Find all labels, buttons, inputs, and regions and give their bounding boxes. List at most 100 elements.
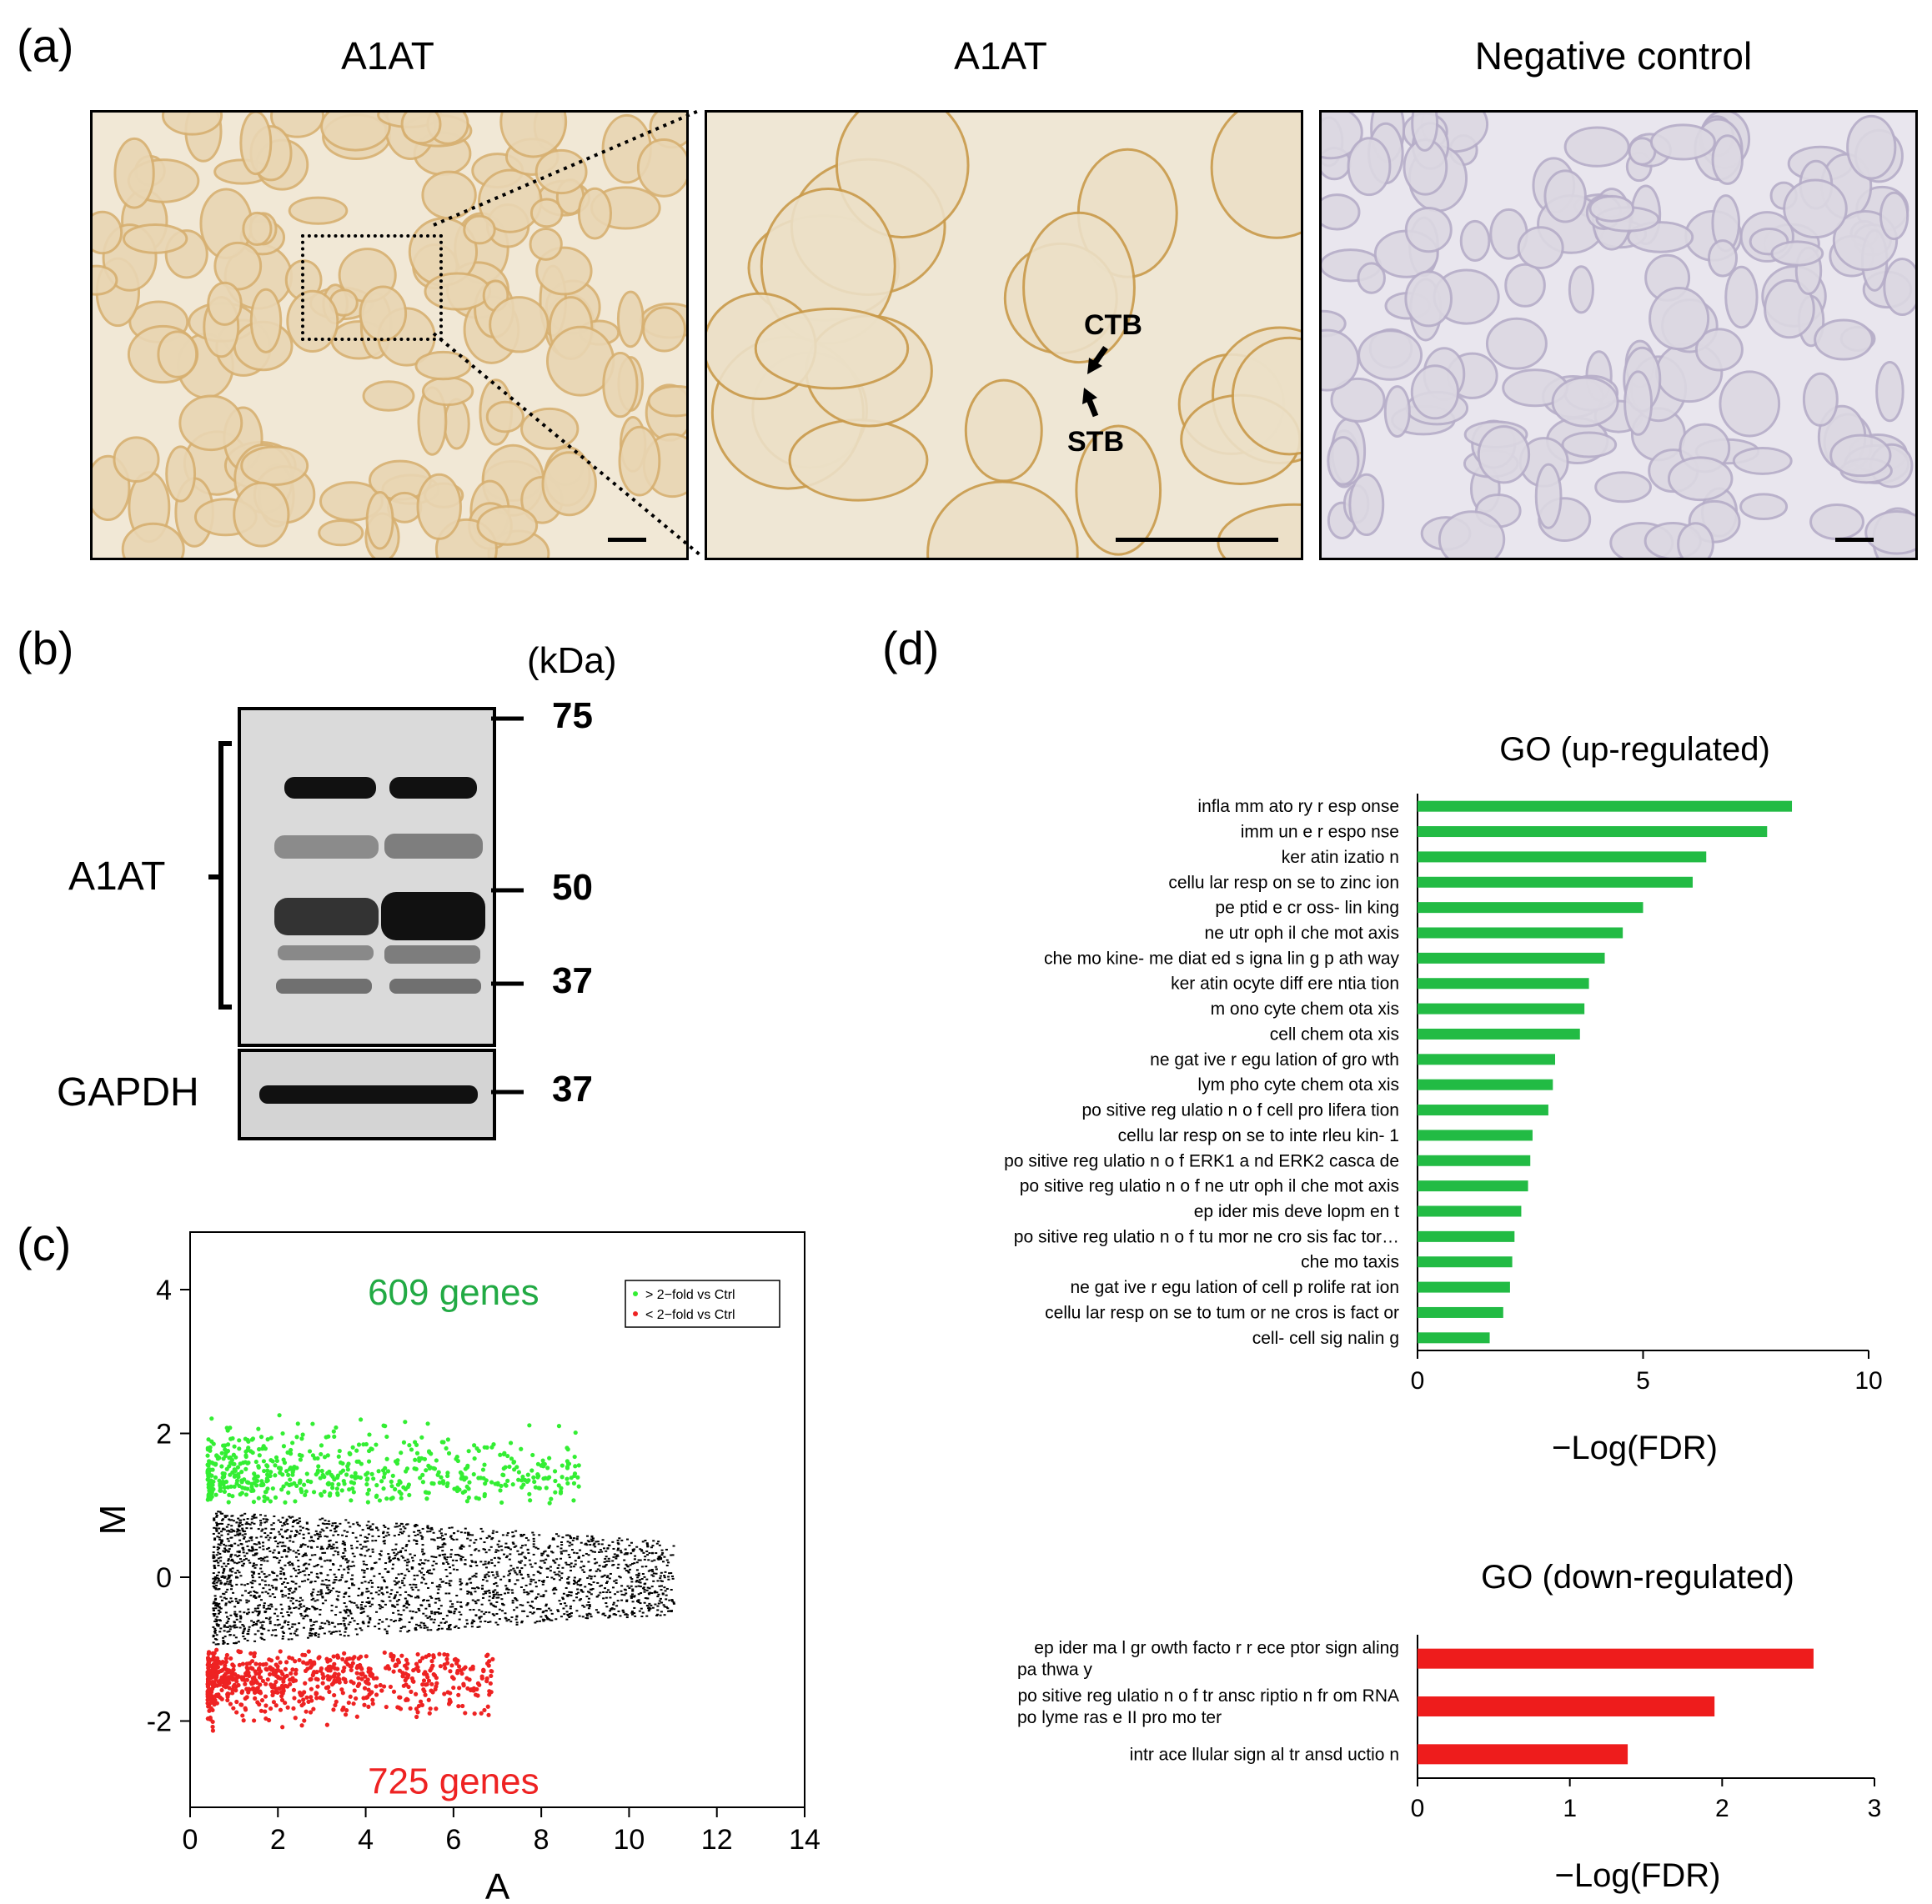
ma-point [291,1526,294,1528]
ma-point [253,1640,257,1642]
ma-point [263,1605,266,1607]
ma-point [388,1556,391,1558]
ma-point [292,1602,295,1605]
ma-point [444,1558,448,1561]
ma-point [616,1566,620,1569]
ma-point [473,1587,476,1590]
ma-point-down [228,1701,233,1706]
ma-point [273,1536,277,1538]
ma-point [647,1570,650,1572]
ma-point-up [505,1478,510,1483]
ma-point-down [303,1668,309,1673]
ma-point-up [206,1492,211,1498]
ma-point [297,1569,300,1571]
ma-point-down [294,1671,299,1676]
ma-point [400,1523,404,1526]
ma-point [238,1611,242,1613]
ma-point-up [355,1475,360,1480]
tissue-blob [121,522,185,558]
ma-point-up [260,1482,265,1488]
tissue-blob [1217,503,1301,558]
ma-point [665,1587,669,1590]
ma-point [378,1558,381,1561]
ma-point [637,1593,640,1596]
ma-point [549,1609,553,1611]
ma-point-up [222,1489,228,1495]
ma-point-down [248,1680,253,1686]
ma-point [240,1583,243,1586]
tissue-blob [1485,317,1548,370]
ma-point [454,1625,458,1627]
ma-point [334,1576,338,1578]
category-label: infla mm ato ry r esp onse [1197,797,1399,816]
ma-point [534,1562,537,1565]
ma-point [672,1601,675,1604]
ma-point [560,1544,564,1546]
ma-point [279,1573,283,1576]
tissue-blob [1404,270,1453,328]
ma-point [325,1584,329,1586]
ma-point [501,1534,504,1536]
ma-point [504,1542,508,1545]
ma-point [307,1532,310,1535]
ma-point [251,1580,254,1582]
ma-point [423,1562,426,1565]
ma-point [259,1514,263,1516]
ma-point [471,1587,474,1590]
ma-point [298,1607,301,1610]
ma-point-down [304,1695,309,1700]
ma-point [607,1616,610,1619]
ma-point [512,1542,515,1545]
ma-point [304,1580,307,1582]
ma-point [321,1596,324,1599]
ma-point-up [334,1425,339,1431]
ma-point [411,1589,414,1591]
ma-point-up [350,1486,355,1491]
ma-point [295,1599,299,1601]
ma-point-down [219,1687,224,1693]
ma-point [449,1600,452,1602]
ma-point [264,1591,268,1593]
ma-point-up [367,1432,372,1437]
ma-point-up [299,1453,304,1458]
ma-point [321,1596,324,1598]
y-tick-label: -2 [147,1706,172,1738]
ma-point [258,1541,261,1544]
ma-point [217,1561,220,1564]
ma-point-down [214,1672,219,1677]
ma-point [265,1556,268,1558]
ma-point [291,1516,294,1518]
ma-point [272,1551,275,1554]
ma-point [242,1631,245,1633]
ma-point [241,1534,244,1536]
ma-point [550,1576,554,1579]
x-tick-label: 14 [789,1824,820,1856]
ma-point [417,1607,420,1610]
ma-point [299,1603,303,1606]
ma-point-down [479,1676,484,1681]
ma-point-up [286,1472,291,1477]
ma-point [311,1606,314,1608]
ma-point [213,1613,216,1616]
ma-point [449,1628,452,1631]
ma-point [309,1540,312,1542]
ma-point [222,1527,225,1530]
ma-point [378,1553,381,1556]
ma-point [220,1599,223,1601]
ma-point [304,1554,308,1556]
ma-point-down [320,1681,325,1686]
ma-point-up [208,1478,213,1483]
ma-point [530,1601,534,1603]
ma-point [492,1593,495,1596]
ma-point [494,1549,498,1551]
ma-point [251,1516,254,1518]
ma-point-down [255,1686,260,1691]
ma-point [663,1606,666,1608]
ma-point [595,1570,598,1572]
ma-point [615,1581,618,1584]
ma-point-down [424,1654,429,1659]
ma-point [660,1589,663,1591]
ma-point [330,1610,334,1612]
ma-point [277,1542,280,1545]
ma-point-up [544,1486,549,1491]
